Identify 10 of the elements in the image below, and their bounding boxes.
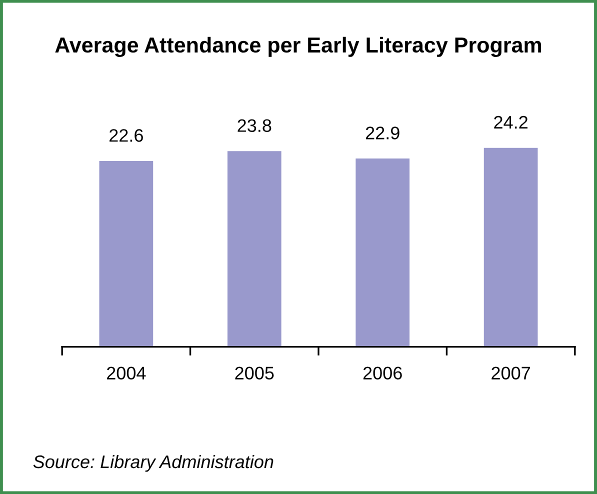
data-label: 22.9 — [366, 126, 400, 140]
x-tick-label: 2006 — [363, 366, 402, 380]
chart-title: Average Attendance per Early Literacy Program — [55, 36, 542, 58]
x-tick-label: 2005 — [235, 366, 274, 380]
data-label: 22.6 — [110, 129, 143, 142]
x-tick-label: 2004 — [107, 366, 146, 380]
source-note: Source: Library Administration — [33, 454, 274, 472]
data-label: 23.8 — [238, 119, 272, 132]
data-label: 24.2 — [494, 116, 528, 129]
x-tick-label: 2007 — [492, 366, 530, 380]
